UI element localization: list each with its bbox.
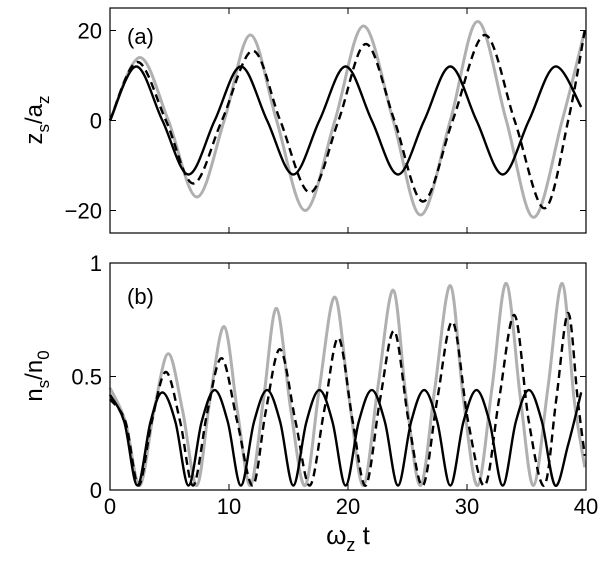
panel-b-label: (b) bbox=[127, 284, 154, 309]
x-tick-label: 20 bbox=[336, 494, 360, 519]
x-tick-label: 0 bbox=[104, 494, 116, 519]
series-line-solid-black bbox=[108, 388, 583, 487]
y-tick-label: 0 bbox=[90, 109, 102, 134]
y-tick-label: 0 bbox=[90, 478, 102, 503]
x-tick-label: 10 bbox=[217, 494, 241, 519]
x-tick-label: 30 bbox=[455, 494, 479, 519]
panel-b-ylabel: ns/n0 bbox=[21, 350, 53, 401]
panel-b-xlabel: ωz t bbox=[326, 520, 371, 555]
x-tick-label: 40 bbox=[574, 494, 598, 519]
y-tick-label: 20 bbox=[78, 19, 102, 44]
panel-a-ylabel: zs/az bbox=[21, 95, 53, 144]
y-tick-label: 0.5 bbox=[71, 365, 102, 390]
series-line-solid-gray bbox=[108, 20, 587, 219]
panel-a-ticks: −20 0 20 bbox=[65, 8, 587, 233]
panel-a: −20 0 20 (a) zs/az bbox=[21, 7, 587, 234]
panel-a-plot-area bbox=[108, 20, 587, 219]
series-line-dashed-black bbox=[109, 311, 586, 487]
y-tick-label: −20 bbox=[65, 199, 102, 224]
panel-a-label: (a) bbox=[127, 24, 154, 49]
series-line-dashed-black bbox=[108, 30, 586, 210]
series-line-solid-black bbox=[108, 65, 583, 176]
panel-b: 00.510 10 20 30 40 (b) ns/n0 ωz t bbox=[21, 251, 598, 555]
panel-b-plot-area bbox=[108, 281, 587, 488]
panel-b-ticks: 00.510 10 20 30 40 bbox=[71, 251, 598, 519]
series-line-solid-gray bbox=[108, 281, 587, 488]
y-tick-label: 1 bbox=[90, 251, 102, 276]
